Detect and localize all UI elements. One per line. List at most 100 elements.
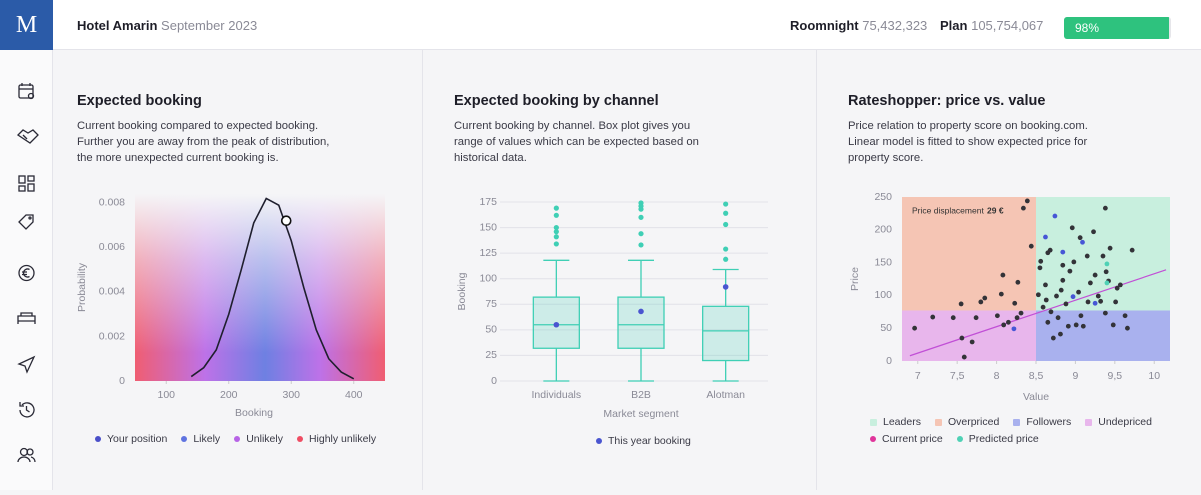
point <box>1014 315 1020 321</box>
point <box>1015 279 1021 285</box>
legend-label: Overpriced <box>947 416 1000 428</box>
legend-item: Your position <box>95 433 167 445</box>
point <box>1107 245 1113 251</box>
users-icon[interactable] <box>17 447 36 463</box>
point <box>1071 259 1077 265</box>
point <box>1084 253 1090 259</box>
point <box>1048 309 1054 315</box>
history-icon[interactable] <box>19 402 35 418</box>
point <box>1102 205 1108 211</box>
point <box>1092 272 1098 278</box>
booking-point <box>638 308 644 315</box>
legend-label: Undepriced <box>1098 416 1152 428</box>
legend-item: Leaders <box>870 416 921 428</box>
point <box>1076 289 1081 295</box>
roomnight: Roomnight 75,432,323 <box>790 18 927 33</box>
x-axis-label: Market segment <box>603 408 678 420</box>
point <box>973 315 979 321</box>
y-tick-label: 0 <box>886 355 892 367</box>
point <box>1060 249 1066 255</box>
point <box>1129 247 1135 253</box>
progress-bar: 98% <box>1064 17 1171 39</box>
panel-description: Current booking by channel. Box plot giv… <box>454 120 699 164</box>
booking-point <box>722 284 729 290</box>
point <box>961 354 967 360</box>
legend: Current price Predicted price <box>870 433 1039 445</box>
point <box>1043 297 1049 303</box>
plan: Plan 105,754,067 <box>940 18 1043 33</box>
dashboard-icon[interactable] <box>18 175 35 192</box>
y-tick-label: 0.002 <box>99 330 125 342</box>
top-bar <box>0 0 1201 50</box>
booking-point <box>553 321 560 328</box>
offers-icon[interactable] <box>18 214 34 230</box>
legend: This year booking <box>596 435 691 447</box>
y-axis-label: Price <box>849 267 861 291</box>
y-tick-label: 175 <box>479 196 497 208</box>
y-tick-label: 100 <box>479 272 497 284</box>
deals-icon[interactable] <box>16 129 39 144</box>
y-tick-label: 0.004 <box>99 286 125 298</box>
x-tick-label: 100 <box>157 389 175 401</box>
legend-item: Followers <box>1013 416 1071 428</box>
revenue-icon[interactable] <box>18 264 35 282</box>
point <box>1012 300 1018 306</box>
panel-separator <box>816 50 817 490</box>
point <box>1087 280 1093 286</box>
outlier <box>638 231 644 237</box>
plan-value: 105,754,067 <box>971 18 1044 33</box>
y-tick-label: 0.008 <box>99 197 125 209</box>
campaigns-icon[interactable] <box>17 355 36 374</box>
legend-item: This year booking <box>596 435 691 447</box>
your-position-marker <box>280 215 292 227</box>
point <box>1020 205 1026 211</box>
logo[interactable]: M <box>0 0 53 50</box>
sidebar <box>0 50 53 490</box>
point <box>1104 280 1110 286</box>
y-tick-label: 150 <box>874 256 892 268</box>
rooms-icon[interactable] <box>17 312 36 324</box>
y-tick-label: 50 <box>880 322 892 334</box>
outlier <box>723 256 729 262</box>
point <box>1113 299 1119 305</box>
calendar-icon[interactable] <box>18 83 35 100</box>
point <box>959 335 965 341</box>
y-tick-label: 25 <box>485 349 497 361</box>
y-axis-label: Probability <box>76 262 88 312</box>
point <box>998 291 1004 297</box>
point <box>1052 213 1058 219</box>
point <box>1110 322 1116 328</box>
point <box>1028 243 1034 249</box>
point <box>978 299 984 305</box>
legend-item: Unlikely <box>234 433 283 445</box>
point <box>1073 322 1079 328</box>
y-tick-label: 250 <box>874 191 892 203</box>
legend-item: Current price <box>870 433 943 445</box>
panel-description: Current booking compared to expected boo… <box>77 120 330 164</box>
point <box>1080 323 1086 329</box>
annotation: Price displacement <box>912 205 984 215</box>
point <box>1125 325 1130 331</box>
outlier <box>638 206 644 212</box>
point <box>1095 293 1101 299</box>
outlier <box>723 201 729 207</box>
point <box>982 295 988 301</box>
outlier <box>638 214 644 220</box>
box <box>617 296 665 349</box>
x-tick-label: 400 <box>345 389 363 401</box>
point <box>1047 247 1053 253</box>
point <box>1000 272 1006 278</box>
point <box>1117 282 1123 288</box>
y-tick-label: 150 <box>479 221 497 233</box>
point <box>1024 198 1030 204</box>
period: September 2023 <box>161 18 258 33</box>
point <box>1043 282 1048 288</box>
point <box>1070 294 1076 300</box>
point <box>1080 239 1085 245</box>
x-tick-label: Alotman <box>706 389 745 401</box>
y-tick-label: 200 <box>874 224 892 236</box>
panel-separator <box>422 50 423 490</box>
legend-item: Highly unlikely <box>296 433 376 445</box>
point <box>1085 299 1091 305</box>
